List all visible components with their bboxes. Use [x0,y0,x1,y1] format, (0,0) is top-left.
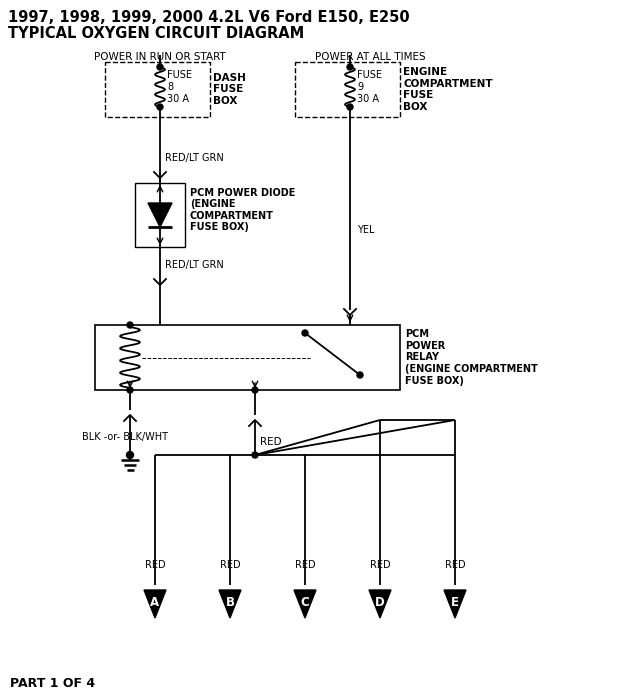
Text: RED/LT GRN: RED/LT GRN [165,153,224,163]
Circle shape [357,372,363,378]
Text: BLK -or- BLK/WHT: BLK -or- BLK/WHT [82,432,168,442]
Text: FUSE
8
30 A: FUSE 8 30 A [167,71,192,104]
Text: E: E [451,596,459,609]
Text: C: C [300,596,310,609]
Circle shape [252,452,258,458]
Bar [105,62,210,117]
Text: RED/LT GRN: RED/LT GRN [165,260,224,270]
Text: RED: RED [295,560,315,570]
Text: RED: RED [219,560,240,570]
Text: RED: RED [260,437,282,447]
Text: troubleshootmyvehicle.com: troubleshootmyvehicle.com [178,358,342,372]
Text: ENGINE
COMPARTMENT
FUSE
BOX: ENGINE COMPARTMENT FUSE BOX [403,67,493,112]
Bar [295,62,400,117]
Text: A: A [150,596,159,609]
Circle shape [127,452,133,458]
Text: PCM
POWER
RELAY
(ENGINE COMPARTMENT
FUSE BOX): PCM POWER RELAY (ENGINE COMPARTMENT FUSE… [405,329,538,386]
Bar [135,183,185,247]
Text: TYPICAL OXYGEN CIRCUIT DIAGRAM: TYPICAL OXYGEN CIRCUIT DIAGRAM [8,26,304,41]
Text: RED: RED [370,560,391,570]
Text: POWER IN RUN OR START: POWER IN RUN OR START [94,52,226,62]
Text: DASH
FUSE
BOX: DASH FUSE BOX [213,73,246,106]
Text: RED: RED [445,560,465,570]
Circle shape [157,104,163,110]
Bar [95,325,400,390]
Text: PART 1 OF 4: PART 1 OF 4 [10,677,95,690]
Polygon shape [144,590,166,618]
Text: 1997, 1998, 1999, 2000 4.2L V6 Ford E150, E250: 1997, 1998, 1999, 2000 4.2L V6 Ford E150… [8,10,410,25]
Text: PCM POWER DIODE
(ENGINE
COMPARTMENT
FUSE BOX): PCM POWER DIODE (ENGINE COMPARTMENT FUSE… [190,188,295,232]
Polygon shape [369,590,391,618]
Circle shape [127,387,133,393]
Polygon shape [294,590,316,618]
Circle shape [252,387,258,393]
Polygon shape [219,590,241,618]
Text: POWER AT ALL TIMES: POWER AT ALL TIMES [315,52,425,62]
Circle shape [157,64,163,70]
Text: RED: RED [145,560,165,570]
Circle shape [127,322,133,328]
Circle shape [347,64,353,70]
Text: FUSE
9
30 A: FUSE 9 30 A [357,71,382,104]
Polygon shape [444,590,466,618]
Circle shape [302,330,308,336]
Circle shape [347,104,353,110]
Polygon shape [148,203,172,227]
Text: YEL: YEL [357,225,375,235]
Text: D: D [375,596,385,609]
Text: B: B [226,596,234,609]
